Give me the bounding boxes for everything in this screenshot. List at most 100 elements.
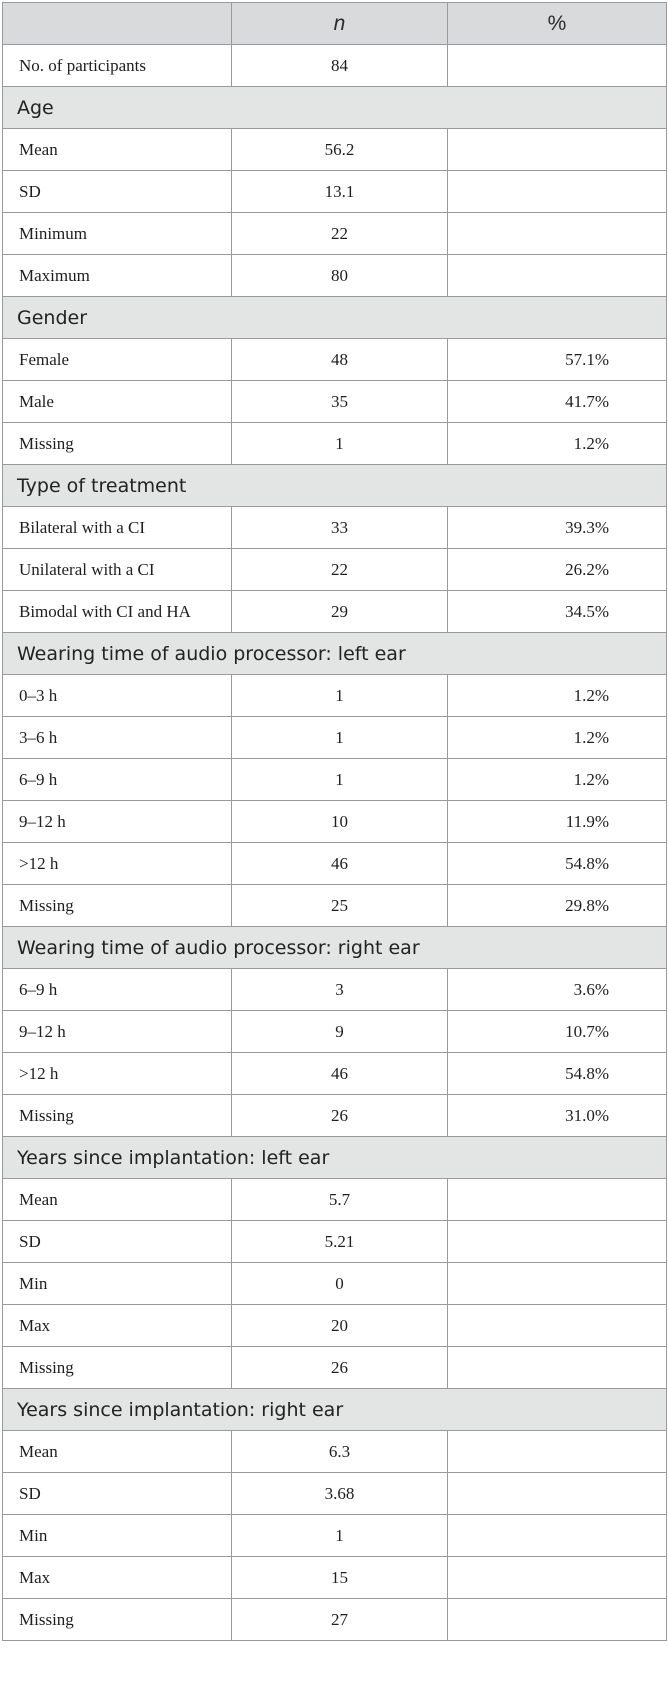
row-label: 6–9 h	[2, 968, 232, 1011]
row-count: 3	[231, 968, 448, 1011]
table-row: Bilateral with a CI 33 39.3%	[2, 506, 667, 549]
row-percent: 1.2%	[447, 716, 667, 759]
section-title: Years since implantation: right ear	[2, 1388, 667, 1431]
row-label: 0–3 h	[2, 674, 232, 717]
row-label: Missing	[2, 1598, 232, 1641]
row-count: 15	[231, 1556, 448, 1599]
row-label: >12 h	[2, 1052, 232, 1095]
table-row: Bimodal with CI and HA 29 34.5%	[2, 590, 667, 633]
section-title: Wearing time of audio processor: right e…	[2, 926, 667, 969]
section-title: Years since implantation: left ear	[2, 1136, 667, 1179]
row-label: Maximum	[2, 254, 232, 297]
row-percent: 54.8%	[447, 1052, 667, 1095]
row-label: Minimum	[2, 212, 232, 255]
table-row: 6–9 h 3 3.6%	[2, 968, 667, 1011]
row-count: 56.2	[231, 128, 448, 171]
table-header: n %	[2, 2, 667, 45]
table-row: Mean 56.2	[2, 128, 667, 171]
row-count: 1	[231, 1514, 448, 1557]
table-row: Mean 6.3	[2, 1430, 667, 1473]
row-label: Min	[2, 1514, 232, 1557]
section-header-row: Years since implantation: left ear	[2, 1136, 667, 1179]
row-count: 0	[231, 1262, 448, 1305]
row-percent	[447, 1472, 667, 1515]
row-percent	[447, 1262, 667, 1305]
row-label: No. of participants	[2, 44, 232, 87]
table-row: SD 3.68	[2, 1472, 667, 1515]
row-percent: 26.2%	[447, 548, 667, 591]
row-count: 80	[231, 254, 448, 297]
table-row: Min 1	[2, 1514, 667, 1557]
table-row: Minimum 22	[2, 212, 667, 255]
row-count: 46	[231, 1052, 448, 1095]
row-label: Missing	[2, 422, 232, 465]
table-row: Female 48 57.1%	[2, 338, 667, 381]
row-count: 25	[231, 884, 448, 927]
row-label: 3–6 h	[2, 716, 232, 759]
row-label: 9–12 h	[2, 1010, 232, 1053]
section-header-row: Wearing time of audio processor: right e…	[2, 926, 667, 969]
row-count: 33	[231, 506, 448, 549]
section-header-row: Type of treatment	[2, 464, 667, 507]
row-count: 20	[231, 1304, 448, 1347]
section-header-row: Gender	[2, 296, 667, 339]
table-row: 9–12 h 9 10.7%	[2, 1010, 667, 1053]
row-percent	[447, 1304, 667, 1347]
row-label: Mean	[2, 1430, 232, 1473]
row-count: 26	[231, 1094, 448, 1137]
row-count: 29	[231, 590, 448, 633]
row-label: SD	[2, 1220, 232, 1263]
table-row: Missing 27	[2, 1598, 667, 1641]
row-percent	[447, 1178, 667, 1221]
row-label: Max	[2, 1556, 232, 1599]
row-percent	[447, 170, 667, 213]
row-count: 48	[231, 338, 448, 381]
row-label: SD	[2, 170, 232, 213]
header-label-cell	[2, 2, 232, 45]
row-percent	[447, 128, 667, 171]
row-label: Missing	[2, 1094, 232, 1137]
row-count: 3.68	[231, 1472, 448, 1515]
row-count: 1	[231, 758, 448, 801]
header-percent: %	[447, 2, 667, 45]
row-label: 6–9 h	[2, 758, 232, 801]
row-count: 5.7	[231, 1178, 448, 1221]
row-count: 10	[231, 800, 448, 843]
row-percent	[447, 212, 667, 255]
row-label: SD	[2, 1472, 232, 1515]
section-header-row: Years since implantation: right ear	[2, 1388, 667, 1431]
row-percent	[447, 1556, 667, 1599]
row-percent	[447, 254, 667, 297]
section-header-row: Age	[2, 86, 667, 129]
table-body: No. of participants 84 Age Mean 56.2 SD 13.1 Mi…	[2, 44, 667, 1641]
row-count: 9	[231, 1010, 448, 1053]
row-percent	[447, 1220, 667, 1263]
table-row: >12 h 46 54.8%	[2, 1052, 667, 1095]
row-label: Missing	[2, 884, 232, 927]
section-header-row: Wearing time of audio processor: left ea…	[2, 632, 667, 675]
table-row: >12 h 46 54.8%	[2, 842, 667, 885]
row-percent: 3.6%	[447, 968, 667, 1011]
row-count: 84	[231, 44, 448, 87]
row-percent	[447, 1346, 667, 1389]
section-title: Age	[2, 86, 667, 129]
table-row: SD 5.21	[2, 1220, 667, 1263]
table-row: 9–12 h 10 11.9%	[2, 800, 667, 843]
row-count: 1	[231, 674, 448, 717]
table-row: Max 20	[2, 1304, 667, 1347]
row-percent: 54.8%	[447, 842, 667, 885]
row-count: 22	[231, 548, 448, 591]
table-row: 0–3 h 1 1.2%	[2, 674, 667, 717]
table-row: No. of participants 84	[2, 44, 667, 87]
row-label: Male	[2, 380, 232, 423]
participant-characteristics-table-container: n % No. of participants 84 Age Mean 56.2 SD 13…	[2, 2, 667, 1641]
table-row: Missing 25 29.8%	[2, 884, 667, 927]
row-label: 9–12 h	[2, 800, 232, 843]
row-label: Unilateral with a CI	[2, 548, 232, 591]
row-percent: 31.0%	[447, 1094, 667, 1137]
row-percent	[447, 1598, 667, 1641]
row-label: Mean	[2, 128, 232, 171]
participant-characteristics-table: n % No. of participants 84 Age Mean 56.2 SD 13…	[2, 2, 667, 1641]
header-n: n	[231, 2, 448, 45]
row-count: 27	[231, 1598, 448, 1641]
